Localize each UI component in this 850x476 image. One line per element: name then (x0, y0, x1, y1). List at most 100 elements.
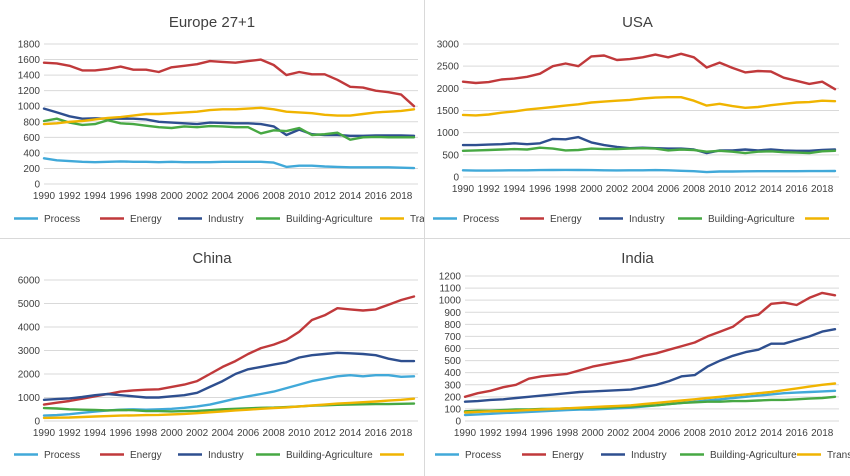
y-tick-label: 1000 (437, 128, 460, 139)
x-tick-label: 2010 (709, 428, 732, 439)
legend-label: Energy (130, 450, 162, 461)
legend-label: Building-Agriculture (286, 450, 373, 461)
x-tick-label: 2006 (657, 184, 680, 195)
x-tick-label: 2004 (211, 191, 234, 202)
legend-label: Energy (552, 450, 584, 461)
y-tick-label: 0 (453, 173, 459, 184)
legend-label: Industry (629, 214, 665, 225)
x-tick-label: 1992 (479, 428, 502, 439)
y-tick-label: 3000 (437, 40, 460, 51)
y-tick-label: 600 (444, 344, 461, 355)
y-tick-label: 5000 (18, 299, 41, 310)
x-tick-label: 1996 (109, 191, 132, 202)
x-tick-label: 1996 (529, 184, 552, 195)
x-tick-label: 2010 (288, 428, 311, 439)
y-tick-label: 1500 (437, 106, 460, 117)
y-tick-label: 2500 (437, 62, 460, 73)
x-tick-label: 2002 (186, 191, 209, 202)
y-tick-label: 200 (23, 164, 40, 175)
legend-label: Industry (208, 214, 244, 225)
legend-label: Transport (410, 214, 424, 225)
x-tick-label: 2010 (708, 184, 731, 195)
x-tick-label: 2000 (581, 428, 604, 439)
x-tick-label: 1998 (135, 428, 158, 439)
y-tick-label: 500 (444, 356, 461, 367)
legend-label: Building-Agriculture (710, 450, 797, 461)
series-line-4 (42, 106, 416, 126)
series-line-0 (42, 157, 416, 170)
x-tick-label: 1998 (135, 191, 158, 202)
series-line-4 (461, 95, 837, 117)
y-tick-label: 1200 (18, 86, 41, 97)
y-tick-label: 0 (455, 417, 461, 428)
legend-label: Transport (827, 450, 850, 461)
chart-panel-3: India 0 1002003004005006007008009001000110… (435, 250, 850, 461)
y-tick-label: 500 (442, 150, 459, 161)
chart-panel-0: Europe 27+1 0 200 400 600 800 1000 1200 1400 1600… (14, 14, 424, 225)
y-tick-label: 1800 (18, 40, 41, 51)
x-tick-label: 2018 (390, 191, 413, 202)
x-tick-label: 1994 (84, 191, 107, 202)
x-tick-label: 2018 (811, 184, 834, 195)
series-line-3 (42, 117, 416, 141)
x-tick-label: 2002 (186, 428, 209, 439)
x-tick-label: 2016 (786, 428, 809, 439)
x-tick-label: 2014 (760, 428, 783, 439)
y-tick-label: 600 (23, 133, 40, 144)
series-line-3 (461, 146, 837, 155)
x-tick-label: 2008 (683, 184, 706, 195)
y-tick-label: 100 (444, 404, 461, 415)
y-tick-label: 4000 (18, 323, 41, 334)
legend-label: Energy (130, 214, 162, 225)
chart-title: USA (622, 14, 653, 31)
chart-title: Europe 27+1 (169, 14, 255, 31)
y-tick-label: 1000 (439, 296, 462, 307)
x-tick-label: 2008 (684, 428, 707, 439)
legend-label: Process (463, 214, 499, 225)
x-tick-label: 2016 (365, 191, 388, 202)
x-tick-label: 2016 (785, 184, 808, 195)
x-tick-label: 1996 (109, 428, 132, 439)
x-tick-label: 2012 (735, 428, 758, 439)
x-tick-label: 1994 (503, 184, 526, 195)
series-line-1 (461, 52, 837, 91)
x-tick-label: 2018 (390, 428, 413, 439)
y-tick-label: 400 (23, 148, 40, 159)
x-tick-label: 2016 (365, 428, 388, 439)
series-line-1 (463, 291, 837, 399)
x-tick-label: 1990 (33, 191, 56, 202)
x-tick-label: 2008 (263, 428, 286, 439)
chart-title: India (621, 250, 654, 267)
x-tick-label: 1994 (84, 428, 107, 439)
series-line-0 (461, 168, 837, 174)
x-tick-label: 1996 (530, 428, 553, 439)
series-line-2 (42, 351, 416, 402)
x-tick-label: 1992 (478, 184, 501, 195)
x-tick-label: 2006 (237, 428, 260, 439)
y-tick-label: 900 (444, 308, 461, 319)
y-tick-label: 800 (444, 320, 461, 331)
y-tick-label: 200 (444, 392, 461, 403)
y-tick-label: 400 (444, 368, 461, 379)
x-tick-label: 2004 (211, 428, 234, 439)
y-tick-label: 1600 (18, 55, 41, 66)
y-tick-label: 800 (23, 117, 40, 128)
x-tick-label: 2006 (237, 191, 260, 202)
x-tick-label: 1990 (454, 428, 477, 439)
y-tick-label: 0 (34, 180, 40, 191)
horizontal-divider (0, 238, 850, 239)
x-tick-label: 1990 (33, 428, 56, 439)
x-tick-label: 1992 (58, 428, 81, 439)
legend-label: Building-Agriculture (708, 214, 795, 225)
x-tick-label: 2002 (606, 184, 629, 195)
x-tick-label: 2006 (658, 428, 681, 439)
x-tick-label: 1998 (556, 428, 579, 439)
y-tick-label: 2000 (437, 84, 460, 95)
series-line-1 (42, 58, 416, 108)
series-line-4 (463, 382, 837, 414)
y-tick-label: 1100 (439, 284, 461, 295)
legend-label: Industry (208, 450, 244, 461)
x-tick-label: 2014 (339, 191, 362, 202)
x-tick-label: 2004 (631, 184, 654, 195)
